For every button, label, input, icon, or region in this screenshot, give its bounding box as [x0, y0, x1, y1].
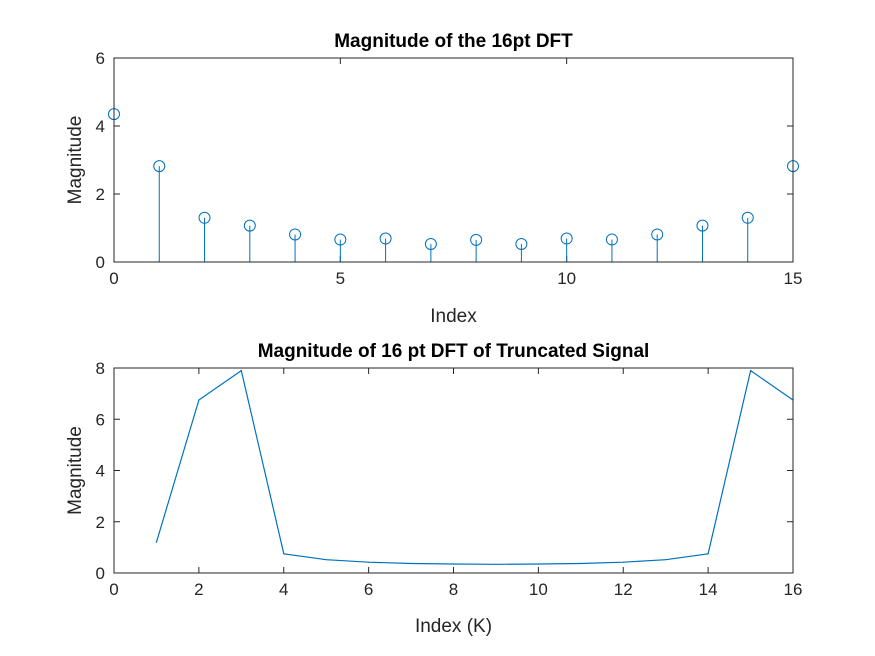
line-point	[452, 563, 455, 565]
x-tick-label: 6	[364, 580, 373, 599]
line-point	[749, 369, 752, 372]
line-point	[537, 563, 539, 565]
x-axis-label: Index (K)	[415, 616, 492, 637]
line-point	[155, 541, 158, 543]
chart-title: Magnitude of 16 pt DFT of Truncated Sign…	[258, 341, 650, 362]
y-tick-label: 2	[96, 185, 105, 204]
line-point	[368, 561, 370, 563]
line-point	[665, 559, 667, 561]
y-axis-label: Magnitude	[65, 116, 86, 205]
line-point	[707, 553, 709, 555]
x-tick-label: 12	[614, 580, 633, 599]
line-point	[283, 553, 285, 555]
x-tick-label: 14	[699, 580, 718, 599]
series-line	[155, 369, 794, 565]
axes-box	[113, 57, 794, 263]
chart-title: Magnitude of the 16pt DFT	[334, 31, 573, 52]
stem-marker	[651, 228, 664, 241]
stem-marker	[198, 211, 211, 224]
line-point	[198, 399, 200, 401]
stem-marker	[334, 233, 347, 246]
y-tick-label: 8	[96, 359, 105, 378]
x-tick-label: 0	[109, 269, 118, 288]
stem-marker	[379, 232, 392, 245]
line-point	[580, 562, 582, 565]
plot-area	[114, 368, 793, 573]
y-tick-label: 4	[96, 117, 105, 136]
line-point	[410, 562, 412, 565]
stem-marker	[424, 237, 437, 250]
stem-marker	[289, 228, 302, 241]
stem-marker	[741, 211, 754, 224]
stem-marker	[153, 160, 166, 173]
chart-panel-dft-stem: 0 5 10 15 0 2 4 6 Magnitude of the 16pt DFT Index…	[65, 31, 802, 327]
y-tick-label: 6	[96, 410, 105, 429]
y-tick-label: 6	[96, 49, 105, 68]
x-tick-label: 5	[336, 269, 345, 288]
y-tick-label: 4	[96, 462, 105, 481]
x-tick-label: 0	[109, 580, 118, 599]
x-axis-label: Index	[430, 306, 477, 327]
chart-panel-truncated-line: 0 2 4 6 8 10 12 14 16 0 2 4 6 8 Magnitude of 16 pt DFT…	[65, 341, 802, 637]
line-point	[325, 559, 327, 561]
line-point	[240, 369, 242, 372]
x-tick-label: 8	[449, 580, 458, 599]
y-tick-label: 2	[96, 513, 105, 532]
stem-marker	[560, 232, 573, 245]
y-tick-label: 0	[96, 253, 105, 272]
x-tick-label: 2	[194, 580, 203, 599]
x-tick-label: 4	[279, 580, 288, 599]
plot-area	[114, 58, 793, 262]
x-tick-label: 15	[784, 269, 803, 288]
y-tick-label: 0	[96, 564, 105, 583]
x-tick-label: 10	[557, 269, 576, 288]
line-point	[495, 563, 497, 565]
stem-marker	[515, 237, 528, 250]
x-tick-label: 16	[784, 580, 803, 599]
stem-marker	[243, 219, 256, 232]
x-tick-label: 10	[529, 580, 548, 599]
axes-box	[113, 367, 794, 574]
stem-marker	[605, 233, 618, 246]
stem-marker	[696, 219, 709, 232]
y-axis-label: Magnitude	[65, 426, 86, 515]
stem-marker	[470, 233, 483, 246]
line-point	[622, 561, 624, 563]
